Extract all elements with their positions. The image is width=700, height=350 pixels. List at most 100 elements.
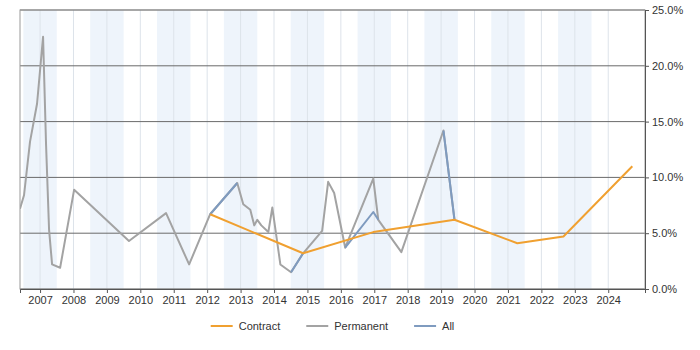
stripe: [558, 10, 591, 289]
series-line: [20, 37, 454, 272]
x-tick-label: 2015: [296, 294, 320, 306]
x-tick-mark: [575, 289, 576, 293]
stripe: [358, 10, 391, 289]
x-tick-mark: [207, 289, 208, 293]
x-tick-mark: [241, 289, 242, 293]
stripe: [90, 10, 123, 289]
grid-line-x: [240, 10, 241, 289]
x-tick-label: 2023: [563, 294, 587, 306]
grid-line-x: [541, 10, 542, 289]
x-tick-mark: [374, 289, 375, 293]
legend-item: Contract: [211, 320, 281, 332]
x-tick: 2009: [95, 289, 119, 306]
x-tick-label: 2017: [363, 294, 387, 306]
x-tick-label: 2019: [429, 294, 453, 306]
x-tick-mark: [441, 289, 442, 293]
x-tick-mark: [341, 289, 342, 293]
grid-line-y: [20, 121, 645, 122]
x-tick-mark: [541, 289, 542, 293]
plot-area: [20, 37, 632, 272]
grid-line-x: [207, 10, 208, 289]
x-tick: 2019: [429, 289, 453, 306]
x-tick-label: 2008: [62, 294, 86, 306]
grid-line-x: [441, 10, 442, 289]
x-axis: 2007200820092010201120122013201420152016…: [21, 289, 646, 306]
grid-line-x: [474, 10, 475, 289]
grid-line-x: [574, 10, 575, 289]
legend-swatch: [414, 325, 436, 327]
y-tick-mark: [645, 10, 649, 11]
x-tick-label: 2022: [530, 294, 554, 306]
x-tick-label: 2010: [129, 294, 153, 306]
x-tick: 2008: [62, 289, 86, 306]
y-tick-label: 25.0%: [652, 4, 683, 16]
x-tick-label: 2011: [162, 294, 186, 306]
x-tick-label: 2018: [396, 294, 420, 306]
x-tick: 2007: [28, 289, 52, 306]
legend-swatch: [211, 325, 233, 327]
grid-line-x: [407, 10, 408, 289]
x-tick-mark: [508, 289, 509, 293]
y-tick-label: 10.0%: [652, 171, 683, 183]
legend-label: Permanent: [334, 320, 388, 332]
x-tick-label: 2007: [28, 294, 52, 306]
x-axis-line: [21, 290, 646, 294]
grid-line-x: [73, 10, 74, 289]
x-tick: 2023: [563, 289, 587, 306]
grid-line-x: [106, 10, 107, 289]
x-tick-label: 2009: [95, 294, 119, 306]
y-tick-mark: [645, 177, 649, 178]
plot-frame: [20, 10, 645, 289]
y-tick-label: 0.0%: [652, 283, 677, 295]
grid-line-x: [140, 10, 141, 289]
y-tick: 5.0%: [645, 227, 677, 239]
y-tick-label: 5.0%: [652, 227, 677, 239]
legend-swatch: [306, 325, 328, 327]
grid-line-y: [20, 177, 645, 178]
x-tick-label: 2020: [463, 294, 487, 306]
stripe: [424, 10, 457, 289]
x-tick-label: 2014: [262, 294, 286, 306]
y-tick: 20.0%: [645, 60, 683, 72]
y-tick: 15.0%: [645, 116, 683, 128]
y-tick: 10.0%: [645, 171, 683, 183]
x-tick: 2022: [530, 289, 554, 306]
x-tick: 2014: [262, 289, 286, 306]
x-tick-mark: [40, 289, 41, 293]
grid-line-x: [40, 10, 41, 289]
y-tick-label: 20.0%: [652, 60, 683, 72]
x-tick: 2018: [396, 289, 420, 306]
x-tick-label: 2013: [229, 294, 253, 306]
x-tick: 2015: [296, 289, 320, 306]
y-tick-mark: [645, 122, 649, 123]
legend-item: Permanent: [306, 320, 388, 332]
grid-line-y: [20, 233, 645, 234]
stripe: [157, 10, 190, 289]
grid-line-x: [374, 10, 375, 289]
series-line: [210, 166, 632, 253]
stripe: [491, 10, 524, 289]
x-tick-mark: [174, 289, 175, 293]
y-tick: 25.0%: [645, 4, 683, 16]
x-tick: 2010: [129, 289, 153, 306]
grid-line-x: [507, 10, 508, 289]
x-tick-mark: [408, 289, 409, 293]
x-tick: 2024: [596, 289, 620, 306]
grid-line-x: [274, 10, 275, 289]
x-tick: 2020: [463, 289, 487, 306]
x-tick-mark: [274, 289, 275, 293]
x-tick-mark: [608, 289, 609, 293]
legend-label: All: [442, 320, 454, 332]
legend: Contract Permanent All: [211, 320, 455, 332]
y-tick-mark: [645, 233, 649, 234]
grid-line-x: [608, 10, 609, 289]
x-tick: 2013: [229, 289, 253, 306]
x-tick: 2016: [329, 289, 353, 306]
x-tick-mark: [73, 289, 74, 293]
legend-item: All: [414, 320, 454, 332]
grid-line-y: [20, 65, 645, 66]
legend-label: Contract: [239, 320, 281, 332]
grid-line-x: [173, 10, 174, 289]
x-tick-mark: [307, 289, 308, 293]
grid: [20, 10, 645, 289]
